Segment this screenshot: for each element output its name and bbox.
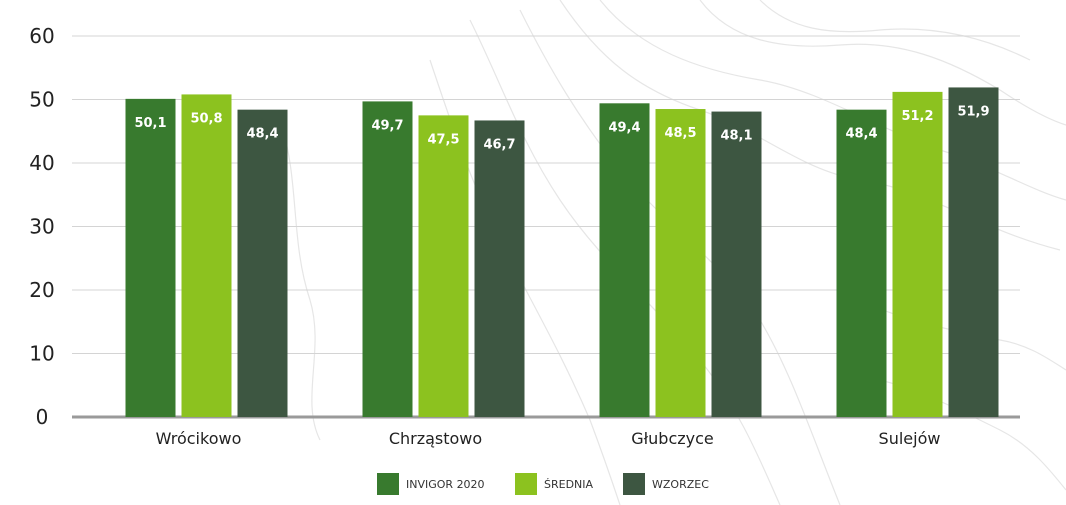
y-tick-label: 30 [29, 215, 54, 239]
y-axis-ticks: 0 10 20 30 40 50 60 [29, 24, 54, 429]
category-label: Wrócikowo [156, 429, 242, 448]
bar-value-label: 48,4 [845, 127, 877, 142]
bar [948, 87, 999, 417]
bar-value-label: 47,5 [427, 132, 459, 147]
bar-value-label: 51,9 [957, 104, 989, 119]
bar-value-label: 50,1 [134, 116, 166, 131]
bar-value-label: 48,1 [720, 129, 752, 144]
bar-value-label: 48,4 [246, 127, 278, 142]
legend-label: ŚREDNIA [544, 478, 594, 491]
bar-value-label: 50,8 [190, 111, 222, 126]
category-label: Sulejów [879, 429, 941, 448]
legend-swatch [377, 473, 399, 495]
legend-label: WZORZEC [652, 478, 709, 491]
bar [362, 101, 413, 417]
category-labels: Wrócikowo Chrząstowo Głubczyce Sulejów [156, 429, 941, 448]
bar [711, 111, 762, 417]
bar [655, 109, 706, 418]
bar [181, 94, 232, 418]
bar-value-label: 48,5 [664, 126, 696, 141]
y-tick-label: 10 [29, 342, 54, 366]
y-tick-label: 50 [29, 88, 54, 112]
bar [125, 98, 176, 418]
bar-value-label: 49,4 [608, 120, 640, 135]
category-label: Chrząstowo [389, 429, 482, 448]
y-tick-label: 0 [36, 405, 49, 429]
bar-value-label: 49,7 [371, 118, 403, 133]
category-label: Głubczyce [631, 429, 714, 448]
bar-value-label: 51,2 [901, 109, 933, 124]
legend-swatch [515, 473, 537, 495]
bar [237, 109, 288, 417]
y-tick-label: 40 [29, 151, 54, 175]
y-tick-label: 20 [29, 278, 54, 302]
y-tick-label: 60 [29, 24, 54, 48]
data-labels: 50,1 50,8 48,4 49,7 47,5 46,7 49,4 48,5 48,1 48,4… [134, 104, 989, 152]
bar [418, 115, 469, 417]
bar [892, 91, 943, 417]
legend: INVIGOR 2020 ŚREDNIA WZORZEC [377, 473, 709, 495]
bar [836, 109, 887, 417]
bar-value-label: 46,7 [483, 137, 515, 152]
legend-label: INVIGOR 2020 [406, 478, 485, 491]
bar [599, 103, 650, 417]
bars [125, 87, 999, 418]
legend-swatch [623, 473, 645, 495]
bar [474, 120, 525, 417]
